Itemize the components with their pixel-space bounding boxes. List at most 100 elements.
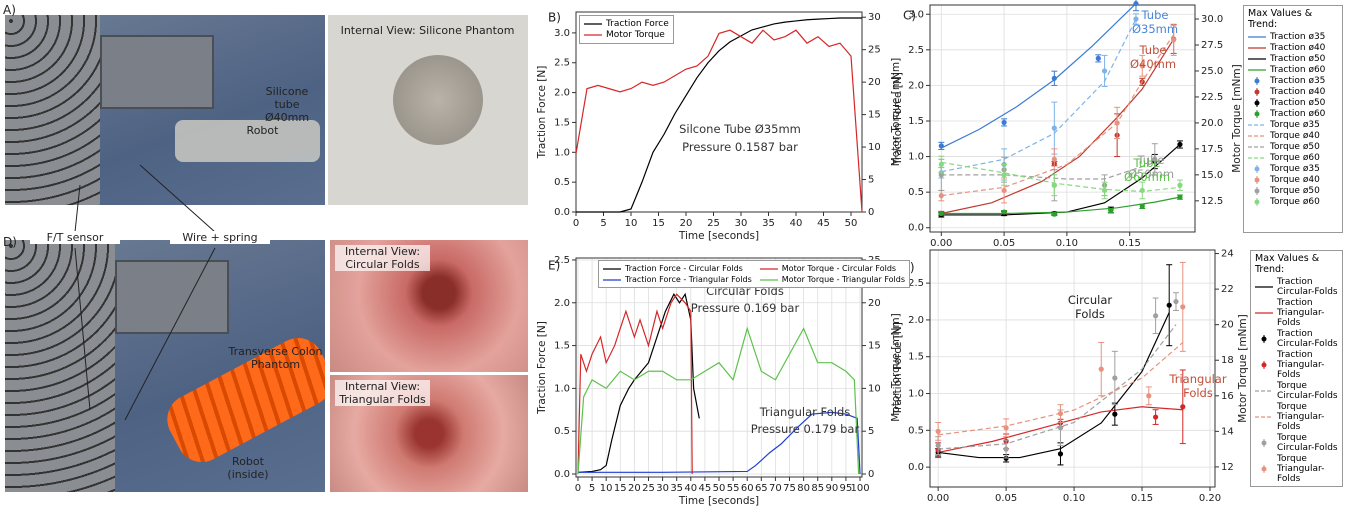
legend-label: Traction Triangular-Folds [1277,298,1325,328]
y2-tick-label: 5 [868,175,874,186]
legend-entry: Traction Force - Circular Folds [603,264,752,273]
series-line [577,326,860,475]
plot-frame [929,4,1196,233]
y2-tick-label: 10 [868,383,881,394]
y2-tick-label: 27.5 [1201,40,1223,51]
callout-line [74,184,81,233]
x-tick-label: 15 [614,483,627,494]
x-tick-label: 35 [670,483,683,494]
legend-swatch [1254,198,1260,206]
y-axis-label: Traction Force [N] [536,66,548,160]
plot-frame [575,11,863,213]
y2-tick-label: 20 [1221,320,1234,331]
x-tick-label: 0 [575,483,581,494]
y-tick-label: 1.5 [554,341,570,352]
x-tick-label: 85 [811,483,824,494]
legend-entry: Torque Circular-Folds [1255,433,1338,453]
x-tick-label: 55 [727,483,740,494]
y2-tick-label: 15 [868,110,881,121]
point [1177,182,1183,188]
legend-label: Torque ø60 [1270,153,1320,163]
point [1180,404,1186,410]
y-tick-label: 1.5 [908,116,924,127]
photo-setup-d [5,240,325,492]
point [1152,156,1158,162]
y-tick-label: 2.0 [554,88,570,99]
x-tick-label: 15 [652,218,665,229]
legend-swatch [1255,312,1273,314]
legend-label: Traction Force - Triangular Folds [625,275,752,284]
point [1112,411,1118,417]
y2-tick-label: 14 [1221,426,1234,437]
point [1095,55,1101,61]
legend-entry: Torque ø40 [1248,175,1338,185]
legend-swatch [1248,69,1266,71]
x-tick-label: 30 [735,218,748,229]
legend: Traction Force Motor Torque [579,15,674,44]
legend-label: Traction ø35 [1270,76,1326,86]
annotation: Tube Ø40mm [1129,43,1177,71]
y2-tick-label: 12.5 [1201,196,1223,207]
y-axis-label: Traction Force [N] [536,321,548,415]
y-tick-label: 1.0 [554,147,570,158]
annotation: Pressure 0.169 bar [690,301,800,315]
legend-entry: Traction Triangular-Folds [1255,350,1338,380]
legend-swatch [1248,157,1266,159]
legend: Traction Force - Circular Folds Motor Tor… [598,260,911,288]
photo-label: Internal View: Circular Folds [335,245,430,271]
x-tick-label: 45 [699,483,712,494]
point [1139,203,1145,209]
legend-entry: Traction ø40 [1248,87,1338,97]
y-tick-label: 2.5 [908,45,924,56]
photo-internal-a [328,15,528,205]
panel-label: D) [3,235,17,249]
y2-tick-label: 15.0 [1201,170,1223,181]
plot-area [930,250,1215,487]
legend-entry: Torque Triangular-Folds [1255,454,1338,484]
x-tick-label: 75 [783,483,796,494]
legend-label: Torque Triangular-Folds [1277,402,1325,432]
legend-entry: Traction ø50 [1248,54,1338,64]
point [1180,304,1186,310]
series-line [938,406,1183,453]
legend-swatch [1261,465,1267,473]
point [1001,172,1007,178]
series-line [941,196,1181,215]
y2-tick-label: 10 [868,142,881,153]
legend-swatch [1248,146,1266,148]
y2-tick-label: 16 [1221,391,1234,402]
x-tick-label: 10 [625,218,638,229]
legend-label: Torque ø40 [1270,131,1320,141]
legend-label: Torque Circular-Folds [1277,433,1338,453]
point [1101,68,1108,74]
y2-tick-label: 18 [1221,355,1234,366]
x-tick-label: 0.00 [927,493,949,504]
x-tick-label: 0.05 [995,493,1017,504]
y-tick-label: 0.0 [554,207,570,218]
series-line [575,29,863,213]
legend-entry: Traction ø35 [1248,76,1338,86]
point [1108,208,1114,214]
x-tick-label: 0.15 [1131,493,1153,504]
legend-entry: Torque ø60 [1248,197,1338,207]
point [1098,366,1104,372]
photo-label: Robot [246,124,279,137]
legend-entry: Torque ø35 [1248,164,1338,174]
y-tick-label: 0.5 [554,177,570,188]
x-tick-label: 5 [589,483,595,494]
annotation: Tube Ø60mm [1123,156,1171,184]
point [935,442,941,449]
legend-swatch [1255,390,1273,392]
legend-label: Traction ø50 [1270,54,1326,64]
point [1003,425,1009,431]
x-tick-label: 50 [845,218,858,229]
y-tick-label: 1.0 [554,383,570,394]
y-axis-label: Traction Force [N] [892,72,904,166]
point [1003,446,1009,452]
legend-swatch-marker [1261,336,1267,342]
legend-swatch-marker [1254,89,1260,95]
point [935,428,941,434]
y2-tick-label: 25 [868,45,881,56]
silicone-tube [175,120,320,162]
